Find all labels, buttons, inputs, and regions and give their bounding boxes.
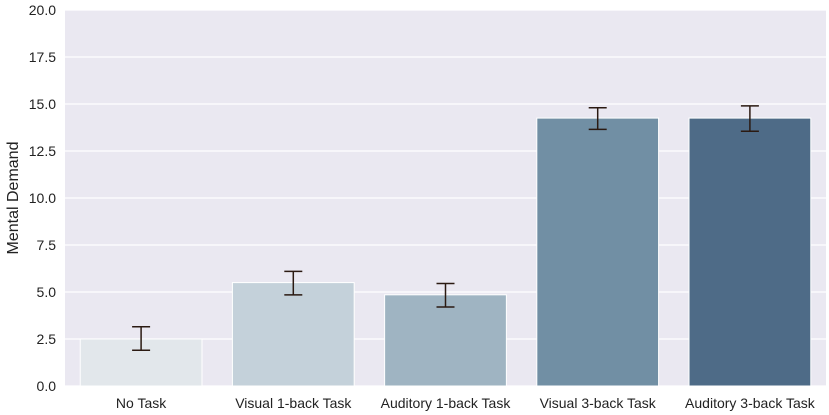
error-bars (132, 105, 759, 352)
x-tick-label: Visual 1-back Task (235, 395, 352, 411)
x-tick-label: Auditory 3-back Task (685, 395, 816, 411)
y-tick-label: 20.0 (29, 2, 56, 18)
y-tick-label: 7.5 (37, 237, 57, 253)
y-tick-label: 15.0 (29, 96, 56, 112)
x-tick-label: Visual 3-back Task (540, 395, 657, 411)
y-tick-label: 5.0 (37, 284, 57, 300)
y-axis-label: Mental Demand (5, 142, 22, 255)
x-tick-label: No Task (116, 395, 167, 411)
y-tick-labels: 0.0 2.5 5.0 7.5 10.0 12.5 15.0 17.5 20.0 (29, 2, 56, 394)
bar (384, 294, 507, 387)
y-tick-label: 10.0 (29, 190, 56, 206)
y-tick-label: 12.5 (29, 143, 56, 159)
y-tick-label: 17.5 (29, 49, 56, 65)
x-tick-labels: No Task Visual 1-back Task Auditory 1-back… (116, 395, 816, 411)
x-tick-label: Auditory 1-back Task (381, 395, 512, 411)
y-tick-label: 0.0 (37, 378, 57, 394)
bar (231, 282, 355, 387)
bar (688, 117, 812, 387)
bar (536, 117, 660, 387)
y-tick-label: 2.5 (37, 331, 57, 347)
bars (79, 117, 812, 387)
